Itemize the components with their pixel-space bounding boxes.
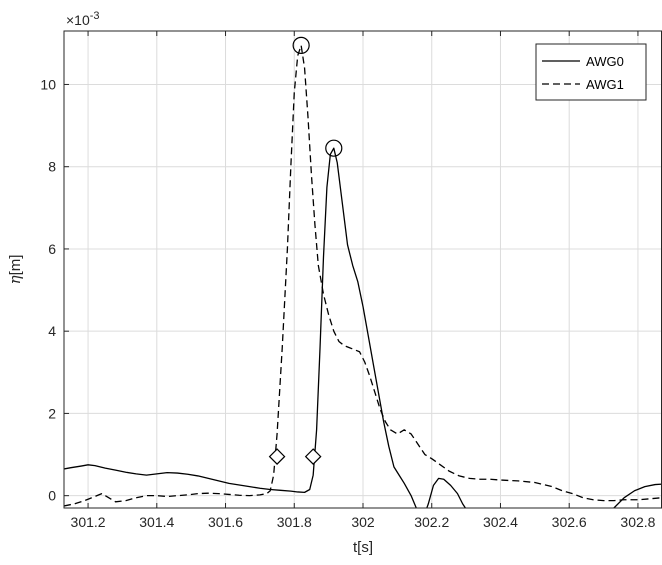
- x-tick-label: 301.2: [71, 514, 106, 530]
- onset-diamond-marker: [268, 448, 286, 465]
- y-tick-label: 10: [40, 76, 56, 92]
- legend-label-awg0: AWG0: [586, 54, 624, 69]
- exponent-power: -3: [90, 10, 100, 22]
- peak-circle-marker: [292, 36, 310, 54]
- y-tick-label: 4: [48, 323, 56, 339]
- marker-layer: [268, 36, 343, 465]
- onset-diamond-marker: [304, 448, 322, 465]
- y-axis-label: η[m]: [6, 255, 24, 285]
- x-tick-label: 301.8: [277, 514, 312, 530]
- y-tick-label: 0: [48, 488, 56, 504]
- y-axis-label-symbol: η: [6, 275, 24, 284]
- x-tick-label: 302: [351, 514, 375, 530]
- y-tick-label: 8: [48, 159, 56, 175]
- legend-label-awg1: AWG1: [586, 77, 624, 92]
- grid-lines: [64, 31, 662, 508]
- x-tick-label: 302.8: [620, 514, 655, 530]
- y-tick-label: 6: [48, 241, 56, 257]
- series-line-awg0: [64, 147, 662, 508]
- legend-box: [535, 43, 647, 101]
- tick-layer: 301.2 301.4 301.6 301.8 302 302.2 302.4 302.6 30…: [40, 31, 656, 530]
- x-tick-label: 302.4: [483, 514, 518, 530]
- x-tick-label: 301.4: [139, 514, 174, 530]
- exponent-base: ×10: [66, 12, 90, 28]
- x-tick-label: 302.6: [552, 514, 587, 530]
- y-tick-label: 2: [48, 405, 56, 421]
- x-tick-label: 302.2: [414, 514, 449, 530]
- x-axis-label: t[s]: [353, 539, 373, 556]
- x-tick-label: 301.6: [208, 514, 243, 530]
- legend: AWG0 AWG1: [535, 43, 647, 101]
- peak-circle-marker: [325, 139, 343, 157]
- series-line-awg1: [64, 44, 662, 507]
- y-axis-label-unit: [m]: [7, 255, 24, 276]
- y-axis-exponent: ×10-3: [66, 10, 100, 28]
- series-layer: [64, 44, 662, 508]
